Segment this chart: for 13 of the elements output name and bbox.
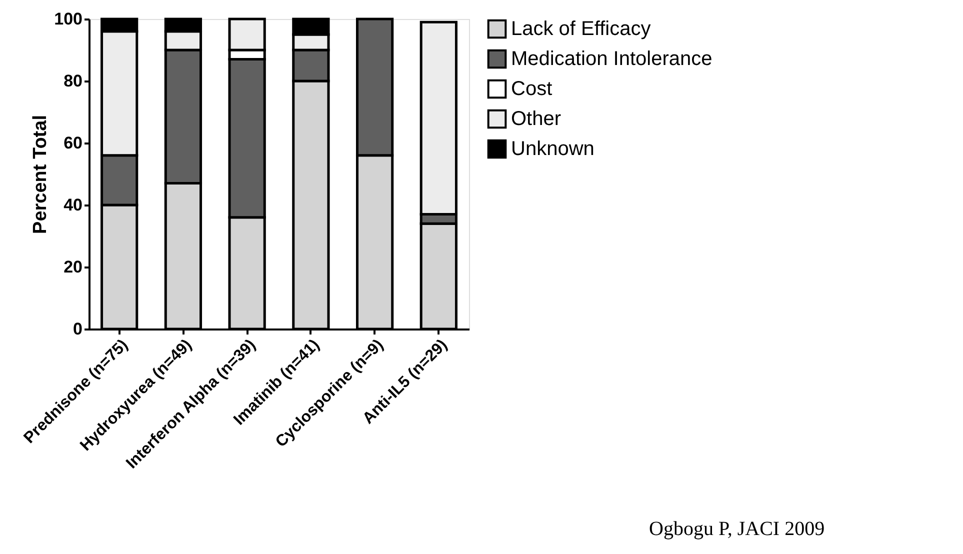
legend-label: Cost: [511, 78, 553, 100]
y-tick-label: 40: [64, 196, 82, 214]
y-tick-label: 20: [64, 258, 82, 276]
legend-label: Other: [511, 108, 562, 130]
text: Ogbogu P, JACI 2009: [649, 518, 825, 540]
y-tick-label: 60: [64, 134, 82, 152]
legend-label: Lack of Efficacy: [511, 18, 651, 40]
legend-label: Unknown: [511, 138, 594, 160]
legend-label: Medication Intolerance: [511, 48, 712, 70]
y-tick-label: 0: [73, 320, 82, 338]
y-axis-title: Percent Total: [30, 115, 52, 234]
y-tick-label: 100: [54, 10, 82, 28]
y-tick-label: 80: [64, 72, 82, 90]
